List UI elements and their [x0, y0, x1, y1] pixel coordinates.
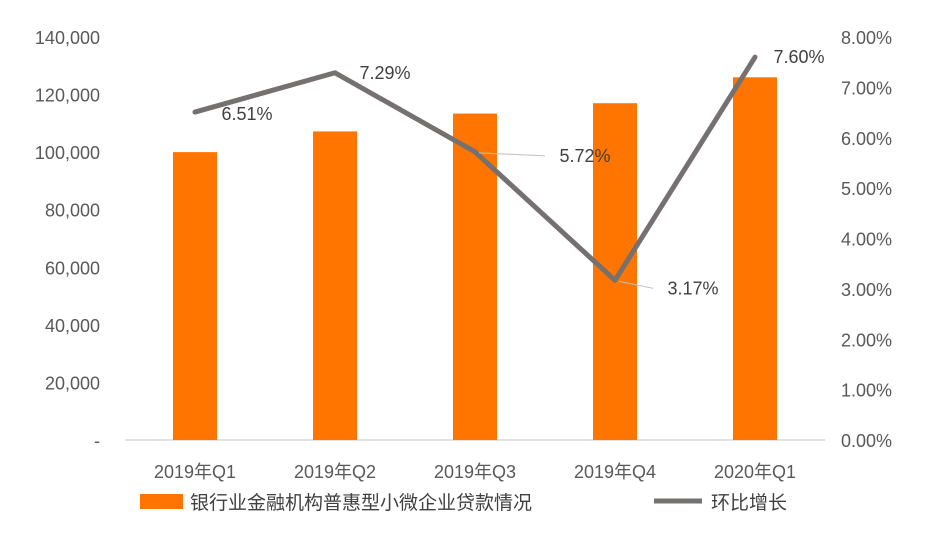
right-axis-tick-label: 5.00% — [841, 179, 892, 199]
x-axis-tick-label: 2019年Q1 — [154, 462, 236, 482]
right-axis-tick-label: 6.00% — [841, 129, 892, 149]
x-axis-tick-label: 2019年Q3 — [434, 462, 516, 482]
bar — [593, 103, 637, 440]
line-data-labels: 6.51% 7.29% 5.72% 3.17% 7.60% — [221, 47, 824, 298]
x-axis-tick-label: 2020年Q1 — [714, 462, 796, 482]
left-axis-tick-label: 80,000 — [45, 201, 100, 221]
line-data-label: 7.60% — [773, 47, 824, 67]
data-label-leader — [478, 152, 546, 157]
data-label-leader — [618, 280, 654, 289]
right-axis-tick-label: 3.00% — [841, 280, 892, 300]
x-axis-ticks: 2019年Q1 2019年Q2 2019年Q3 2019年Q4 2020年Q1 — [154, 462, 796, 482]
line-path — [192, 54, 758, 283]
right-axis-tick-label: 7.00% — [841, 78, 892, 98]
bar — [733, 77, 777, 441]
line-data-label: 5.72% — [559, 146, 610, 166]
right-axis-tick-label: 4.00% — [841, 230, 892, 250]
line-series — [192, 54, 758, 283]
right-axis-tick-label: 1.00% — [841, 381, 892, 401]
bar-series — [173, 77, 777, 441]
line-data-label: 6.51% — [221, 104, 272, 124]
left-axis-tick-label: 120,000 — [35, 86, 100, 106]
legend-swatch-bar — [140, 494, 183, 509]
left-axis-tick-label: 140,000 — [35, 28, 100, 48]
right-axis-tick-label: 8.00% — [841, 28, 892, 48]
line-data-label: 3.17% — [667, 278, 718, 298]
left-axis-tick-label: - — [94, 431, 100, 451]
right-axis-tick-label: 0.00% — [841, 431, 892, 451]
left-axis-tick-label: 40,000 — [45, 316, 100, 336]
left-axis-tick-label: 20,000 — [45, 373, 100, 393]
left-axis-tick-label: 100,000 — [35, 143, 100, 163]
legend: 银行业金融机构普惠型小微企业贷款情况 环比增长 — [140, 492, 787, 514]
bar — [313, 131, 357, 440]
left-axis-ticks: - 20,000 40,000 60,000 80,000 100,000 120,000 1… — [35, 28, 100, 451]
bar — [453, 113, 497, 440]
legend-label-bar: 银行业金融机构普惠型小微企业贷款情况 — [190, 492, 532, 514]
bar — [173, 152, 217, 440]
line-data-label: 7.29% — [359, 63, 410, 83]
x-axis-tick-label: 2019年Q4 — [574, 462, 656, 482]
legend-label-line: 环比增长 — [711, 492, 787, 514]
right-axis-ticks: 0.00% 1.00% 2.00% 3.00% 4.00% 5.00% 6.00% 7.00%… — [841, 28, 892, 451]
left-axis-tick-label: 60,000 — [45, 258, 100, 278]
right-axis-tick-label: 2.00% — [841, 330, 892, 350]
x-axis-tick-label: 2019年Q2 — [294, 462, 376, 482]
